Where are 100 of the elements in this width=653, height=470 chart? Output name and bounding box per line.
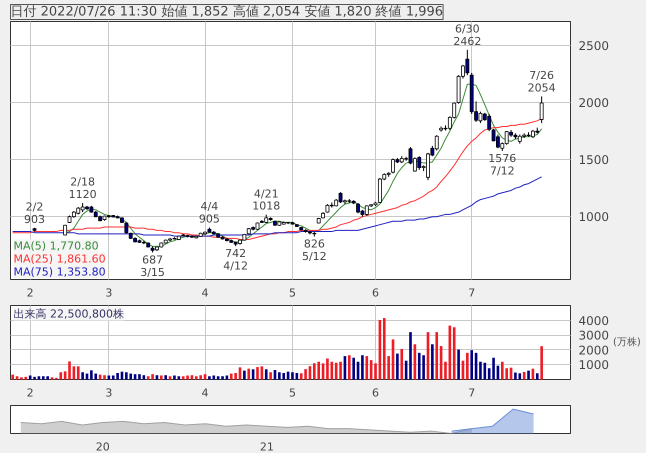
annotation: 2/18 1120	[68, 176, 97, 202]
bar	[282, 372, 286, 380]
bar	[418, 352, 421, 380]
x-tick-label: 5	[288, 386, 296, 400]
x-tick-label: 4	[202, 386, 209, 400]
bar	[500, 362, 504, 380]
annotation: 6/30 2462	[453, 22, 482, 48]
bar	[108, 376, 110, 380]
bar	[339, 362, 342, 380]
y-tick-label: 1000	[578, 358, 610, 372]
bar	[129, 374, 132, 380]
bar	[527, 370, 530, 380]
bar	[274, 370, 276, 380]
x-tick-label: 3	[105, 386, 112, 400]
bar	[177, 376, 180, 380]
bar	[269, 372, 272, 380]
bar	[365, 356, 368, 380]
bar	[457, 350, 460, 380]
candlestick	[540, 96, 544, 124]
bar	[204, 374, 206, 380]
bar	[518, 373, 522, 380]
chart-title: 出来高 22,500,800株	[14, 308, 124, 320]
bar	[300, 373, 303, 380]
bar	[42, 376, 45, 380]
x-tick-label: 4	[202, 286, 209, 300]
bar	[382, 318, 386, 380]
x-tick-label: 2	[26, 286, 34, 300]
bar	[103, 375, 106, 380]
bar	[514, 372, 517, 380]
y-axis-title: (万株)	[613, 336, 641, 348]
candlestick	[465, 49, 470, 76]
x-tick-label: 7	[468, 286, 476, 300]
candlestick	[378, 177, 382, 204]
bar	[156, 375, 158, 380]
bar	[348, 355, 351, 380]
x-tick-label: 6	[372, 386, 380, 400]
bar	[510, 368, 512, 380]
bar	[392, 339, 394, 380]
bar	[540, 346, 543, 380]
chart-title: 日付 2022/07/26 11:30 始値 1,852 高値 2,054 安値 1,820 終値 1,996	[10, 4, 444, 20]
annotation: 4/21 1018	[252, 187, 280, 213]
x-tick-label: 7	[468, 386, 476, 400]
bar	[146, 376, 150, 380]
x-tick-label: 2	[26, 386, 34, 400]
bar	[120, 372, 124, 380]
bar	[164, 375, 168, 380]
bar	[94, 374, 98, 380]
series-label: MA(5) 1,770.80	[14, 240, 99, 252]
y-tick-label: 1500	[578, 153, 610, 168]
line-series	[12, 176, 542, 237]
bar	[470, 350, 474, 380]
bar	[344, 356, 346, 380]
x-tick-label: 20	[96, 440, 110, 454]
bar	[308, 366, 312, 380]
y-tick-label: 2000	[578, 343, 610, 358]
bar	[168, 376, 172, 380]
candlestick	[518, 134, 522, 144]
bar	[431, 344, 434, 380]
annotation: 687 3/15	[140, 253, 165, 279]
bar	[151, 374, 154, 380]
bar	[112, 376, 115, 380]
bar	[435, 332, 438, 380]
y-tick-label: 2000	[578, 96, 610, 110]
y-tick-label: 2500	[578, 38, 610, 53]
y-tick-label: 1000	[578, 210, 610, 224]
bar	[76, 366, 80, 380]
annotation: 826 5/12	[302, 238, 327, 263]
candlestick	[417, 156, 422, 170]
bar	[492, 358, 495, 380]
annotation: 2/2 903	[24, 200, 46, 226]
y-tick-label: 3000	[578, 328, 610, 343]
bar	[426, 332, 430, 380]
text: MA(75) 1,353.80	[14, 266, 106, 278]
y-tick-label: 4000	[578, 314, 610, 328]
bar	[256, 367, 259, 380]
bar	[173, 376, 176, 380]
bar	[160, 376, 163, 380]
bar	[400, 349, 404, 380]
bar	[243, 370, 246, 380]
bar	[317, 362, 320, 380]
bar	[264, 369, 268, 380]
bar	[16, 376, 18, 380]
bar	[194, 376, 198, 380]
bar	[532, 368, 534, 380]
bar	[396, 354, 399, 380]
bar	[536, 373, 539, 380]
bar	[409, 332, 412, 380]
series-label: MA(25) 1,861.60	[14, 252, 106, 266]
bar	[208, 376, 211, 380]
annotation: 1576 7/12	[488, 152, 516, 178]
bar	[59, 372, 62, 380]
bar	[138, 374, 141, 380]
annotation: 7/26 2054	[528, 69, 556, 94]
bar	[230, 374, 233, 380]
annotation: 742 4/12	[223, 247, 248, 273]
bar	[522, 372, 526, 380]
bar	[422, 355, 425, 380]
bar	[86, 374, 88, 380]
bar	[414, 344, 416, 380]
candlestick	[80, 202, 85, 213]
